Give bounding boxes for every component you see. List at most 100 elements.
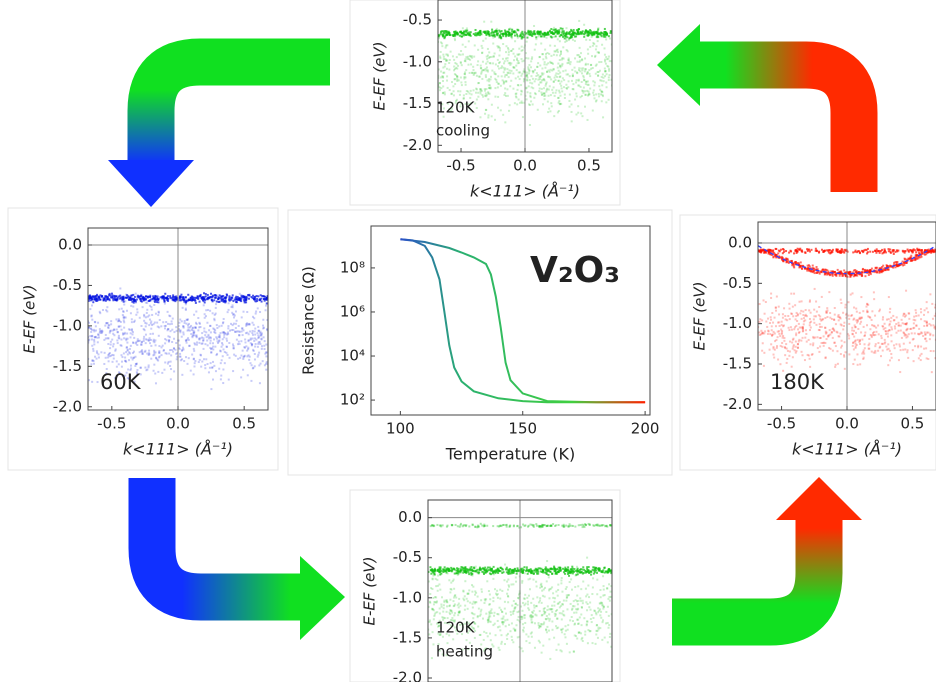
intensity-dot [562, 46, 564, 48]
intensity-dot [484, 88, 486, 90]
intensity-dot [543, 36, 545, 38]
intensity-dot [905, 315, 907, 317]
intensity-dot [140, 367, 142, 369]
intensity-dot [914, 345, 916, 347]
intensity-dot [561, 90, 563, 92]
intensity-dot [195, 334, 197, 336]
intensity-dot [799, 301, 801, 303]
intensity-dot [778, 313, 780, 315]
intensity-dot [481, 52, 483, 54]
intensity-dot [253, 340, 255, 342]
intensity-dot [553, 54, 555, 56]
intensity-dot [930, 324, 932, 326]
intensity-dot [205, 293, 207, 295]
intensity-dot [116, 339, 118, 341]
intensity-dot [474, 72, 476, 74]
intensity-dot [768, 330, 770, 332]
intensity-dot [471, 93, 473, 95]
intensity-dot [155, 357, 157, 359]
intensity-dot [482, 40, 484, 42]
intensity-dot [215, 303, 217, 305]
intensity-dot [149, 342, 151, 344]
intensity-dot [889, 323, 891, 325]
intensity-dot [164, 293, 166, 295]
intensity-dot [437, 590, 439, 592]
intensity-dot [915, 251, 917, 253]
intensity-dot [904, 250, 906, 252]
intensity-dot [257, 307, 259, 309]
intensity-dot [921, 353, 923, 355]
intensity-dot [250, 380, 252, 382]
intensity-dot [549, 71, 551, 73]
intensity-dot [131, 333, 133, 335]
intensity-dot [435, 585, 437, 587]
intensity-dot [221, 325, 223, 327]
intensity-dot [838, 319, 840, 321]
y-tick-label: -1.0 [403, 52, 432, 70]
intensity-dot [503, 33, 505, 35]
intensity-dot [93, 363, 95, 365]
intensity-dot [465, 69, 467, 71]
intensity-dot [246, 324, 248, 326]
intensity-dot [777, 331, 779, 333]
intensity-dot [526, 98, 528, 100]
intensity-dot [533, 604, 535, 606]
intensity-dot [446, 75, 448, 77]
intensity-dot [486, 32, 488, 34]
intensity-dot [843, 325, 845, 327]
intensity-dot [539, 81, 541, 83]
intensity-dot [797, 328, 799, 330]
intensity-dot [477, 96, 479, 98]
intensity-dot [540, 42, 542, 44]
intensity-dot [240, 298, 242, 300]
intensity-dot [168, 315, 170, 317]
intensity-dot [554, 45, 556, 47]
intensity-dot [191, 329, 193, 331]
intensity-dot [891, 340, 893, 342]
intensity-dot [491, 34, 493, 36]
intensity-dot [913, 327, 915, 329]
intensity-dot [533, 25, 535, 27]
intensity-dot [102, 309, 104, 311]
intensity-dot [557, 73, 559, 75]
intensity-dot [813, 309, 815, 311]
intensity-dot [208, 329, 210, 331]
intensity-dot [919, 355, 921, 357]
intensity-dot [265, 305, 267, 307]
intensity-dot [891, 328, 893, 330]
intensity-dot [805, 333, 807, 335]
intensity-dot [203, 292, 205, 294]
intensity-dot [130, 365, 132, 367]
intensity-dot [114, 350, 116, 352]
intensity-dot [92, 350, 94, 352]
intensity-dot [467, 91, 469, 93]
intensity-dot [236, 339, 238, 341]
intensity-dot [574, 634, 576, 636]
intensity-dot [607, 622, 609, 624]
intensity-dot [527, 66, 529, 68]
intensity-dot [597, 71, 599, 73]
intensity-dot [848, 353, 850, 355]
intensity-dot [98, 297, 100, 299]
intensity-dot [460, 50, 462, 52]
intensity-dot [497, 59, 499, 61]
intensity-dot [130, 312, 132, 314]
intensity-dot [516, 103, 518, 105]
intensity-dot [115, 318, 117, 320]
intensity-dot [760, 330, 762, 332]
intensity-dot [446, 34, 448, 36]
intensity-dot [134, 365, 136, 367]
intensity-dot [599, 614, 601, 616]
intensity-dot [771, 329, 773, 331]
intensity-dot [480, 65, 482, 67]
intensity-dot [599, 89, 601, 91]
intensity-dot [232, 324, 234, 326]
intensity-dot [851, 327, 853, 329]
intensity-dot [137, 311, 139, 313]
intensity-dot [187, 330, 189, 332]
intensity-dot [896, 316, 898, 318]
intensity-dot [521, 46, 523, 48]
intensity-dot [868, 348, 870, 350]
intensity-dot [908, 312, 910, 314]
intensity-dot [571, 80, 573, 82]
